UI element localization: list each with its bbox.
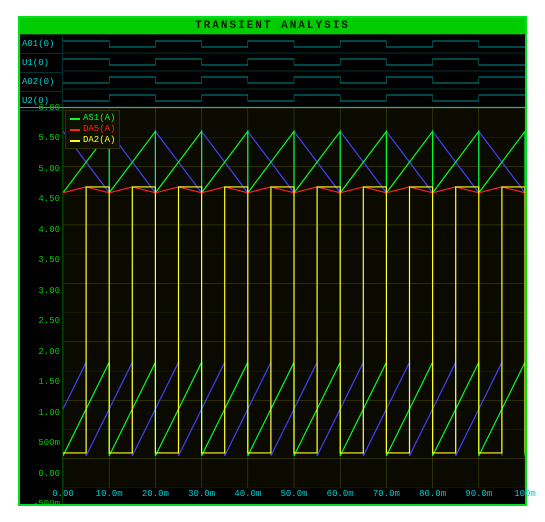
- digital-label-2: A02(0): [20, 73, 62, 92]
- y-tick: -500m: [33, 499, 60, 509]
- y-tick: 0.00: [38, 469, 60, 479]
- digital-svg: [63, 35, 525, 107]
- x-tick: 100m: [514, 489, 536, 499]
- title-bar: TRANSIENT ANALYSIS: [20, 18, 525, 35]
- legend-item: AS1(A): [70, 113, 115, 124]
- outer-frame: TRANSIENT ANALYSIS A01(0) U1(0) A02(0) U…: [0, 0, 545, 522]
- x-tick: 40.0m: [234, 489, 261, 499]
- main-area: -500m0.00500m1.001.502.002.503.003.504.0…: [20, 108, 525, 504]
- y-tick: 500m: [38, 438, 60, 448]
- y-tick: 1.00: [38, 408, 60, 418]
- x-tick: 0.00: [52, 489, 74, 499]
- y-tick: 4.00: [38, 225, 60, 235]
- x-axis: 0.0010.0m20.0m30.0m40.0m50.0m60.0m70.0m8…: [63, 488, 525, 504]
- digital-label-1: U1(0): [20, 54, 62, 73]
- y-tick: 3.50: [38, 255, 60, 265]
- y-tick: 1.50: [38, 377, 60, 387]
- x-tick: 30.0m: [188, 489, 215, 499]
- digital-waves: [63, 35, 525, 107]
- y-tick: 2.00: [38, 347, 60, 357]
- digital-label-0: A01(0): [20, 35, 62, 54]
- y-tick: 2.50: [38, 316, 60, 326]
- scope-window: TRANSIENT ANALYSIS A01(0) U1(0) A02(0) U…: [18, 16, 527, 506]
- y-tick: 4.50: [38, 194, 60, 204]
- legend-item: DA5(A): [70, 124, 115, 135]
- analog-plot: AS1(A)DA5(A)DA2(A): [63, 108, 525, 488]
- x-tick: 70.0m: [373, 489, 400, 499]
- legend-item: DA2(A): [70, 135, 115, 146]
- x-tick: 50.0m: [280, 489, 307, 499]
- x-tick: 10.0m: [96, 489, 123, 499]
- x-tick: 20.0m: [142, 489, 169, 499]
- y-tick: 3.00: [38, 286, 60, 296]
- digital-panel: A01(0) U1(0) A02(0) U2(0): [20, 35, 525, 108]
- legend: AS1(A)DA5(A)DA2(A): [65, 110, 120, 149]
- digital-labels: A01(0) U1(0) A02(0) U2(0): [20, 35, 63, 107]
- plot-wrap: AS1(A)DA5(A)DA2(A) 0.0010.0m20.0m30.0m40…: [63, 108, 525, 504]
- y-tick: 5.50: [38, 133, 60, 143]
- plot-svg: [63, 108, 525, 488]
- x-tick: 60.0m: [327, 489, 354, 499]
- y-axis: -500m0.00500m1.001.502.002.503.003.504.0…: [20, 108, 63, 504]
- x-tick: 90.0m: [465, 489, 492, 499]
- x-tick: 80.0m: [419, 489, 446, 499]
- y-tick: 6.00: [38, 103, 60, 113]
- y-tick: 5.00: [38, 164, 60, 174]
